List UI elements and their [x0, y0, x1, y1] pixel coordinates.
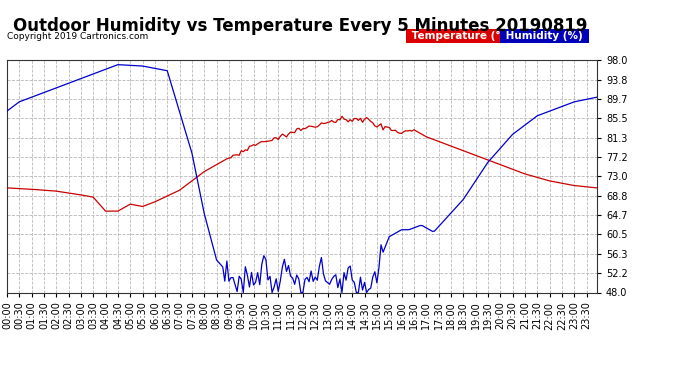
- Text: Humidity (%): Humidity (%): [502, 32, 586, 41]
- Text: Temperature (°F): Temperature (°F): [408, 32, 516, 41]
- Text: Copyright 2019 Cartronics.com: Copyright 2019 Cartronics.com: [8, 32, 149, 41]
- Text: Outdoor Humidity vs Temperature Every 5 Minutes 20190819: Outdoor Humidity vs Temperature Every 5 …: [13, 17, 587, 35]
